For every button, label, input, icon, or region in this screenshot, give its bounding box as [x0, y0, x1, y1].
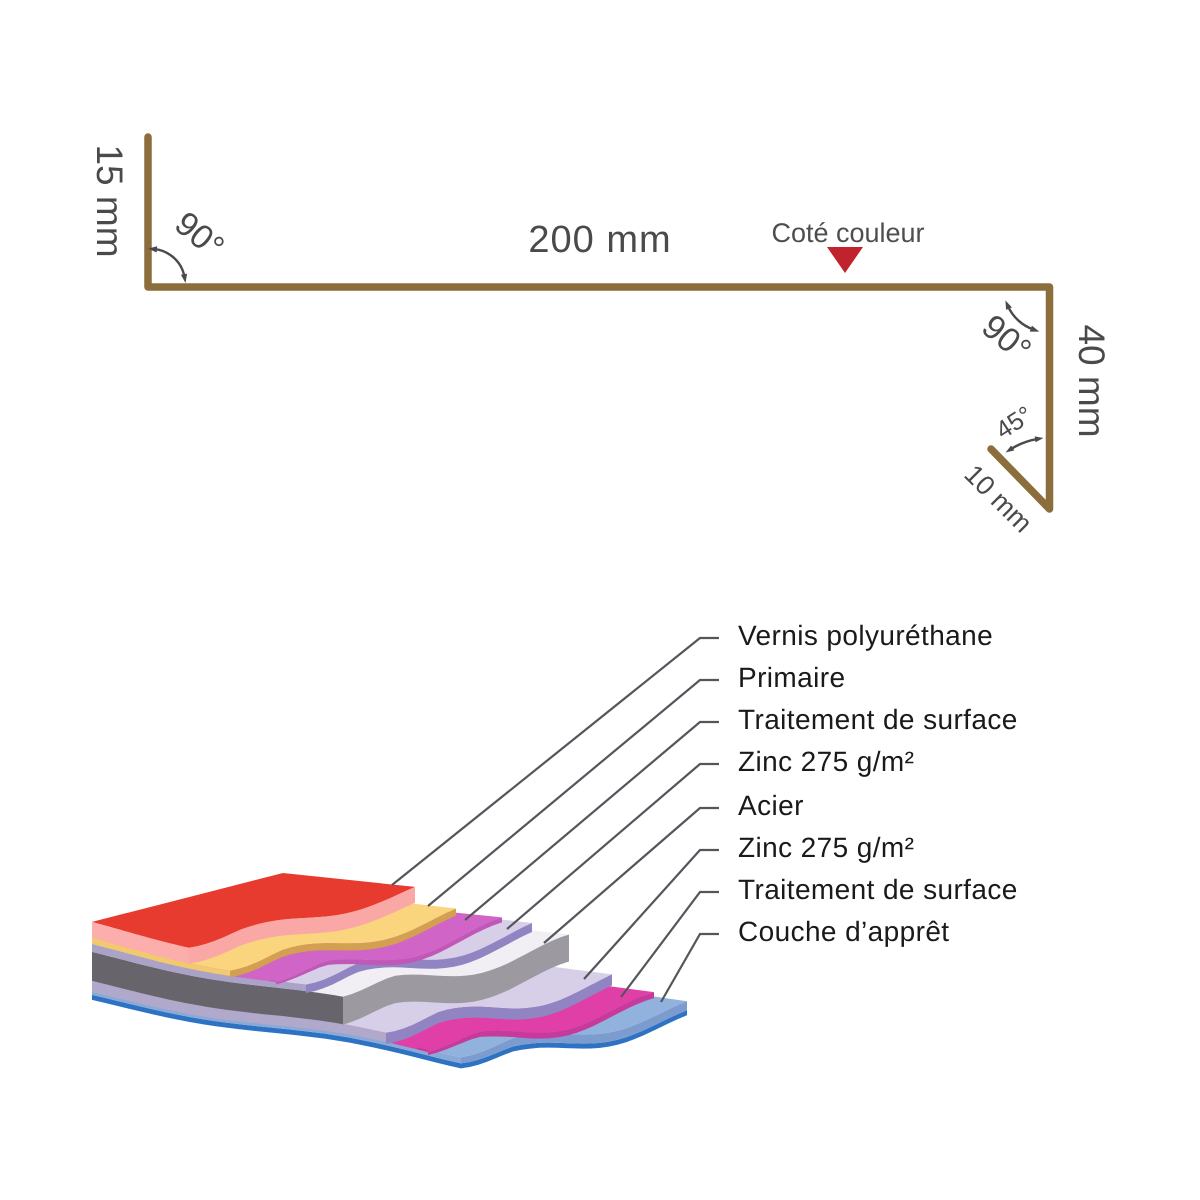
svg-text:Zinc 275 g/m²: Zinc 275 g/m² [738, 746, 914, 777]
svg-text:Vernis polyuréthane: Vernis polyuréthane [738, 620, 993, 651]
svg-text:Primaire: Primaire [738, 662, 845, 693]
svg-text:Traitement de surface: Traitement de surface [738, 704, 1018, 735]
svg-text:Traitement de surface: Traitement de surface [738, 874, 1018, 905]
svg-text:40 mm: 40 mm [1071, 324, 1112, 437]
svg-text:Coté couleur: Coté couleur [771, 218, 924, 248]
svg-text:200 mm: 200 mm [528, 219, 671, 261]
svg-text:15 mm: 15 mm [89, 144, 130, 257]
svg-text:Couche d’apprêt: Couche d’apprêt [738, 916, 949, 947]
svg-text:Acier: Acier [738, 790, 804, 821]
svg-text:Zinc 275 g/m²: Zinc 275 g/m² [738, 832, 914, 863]
